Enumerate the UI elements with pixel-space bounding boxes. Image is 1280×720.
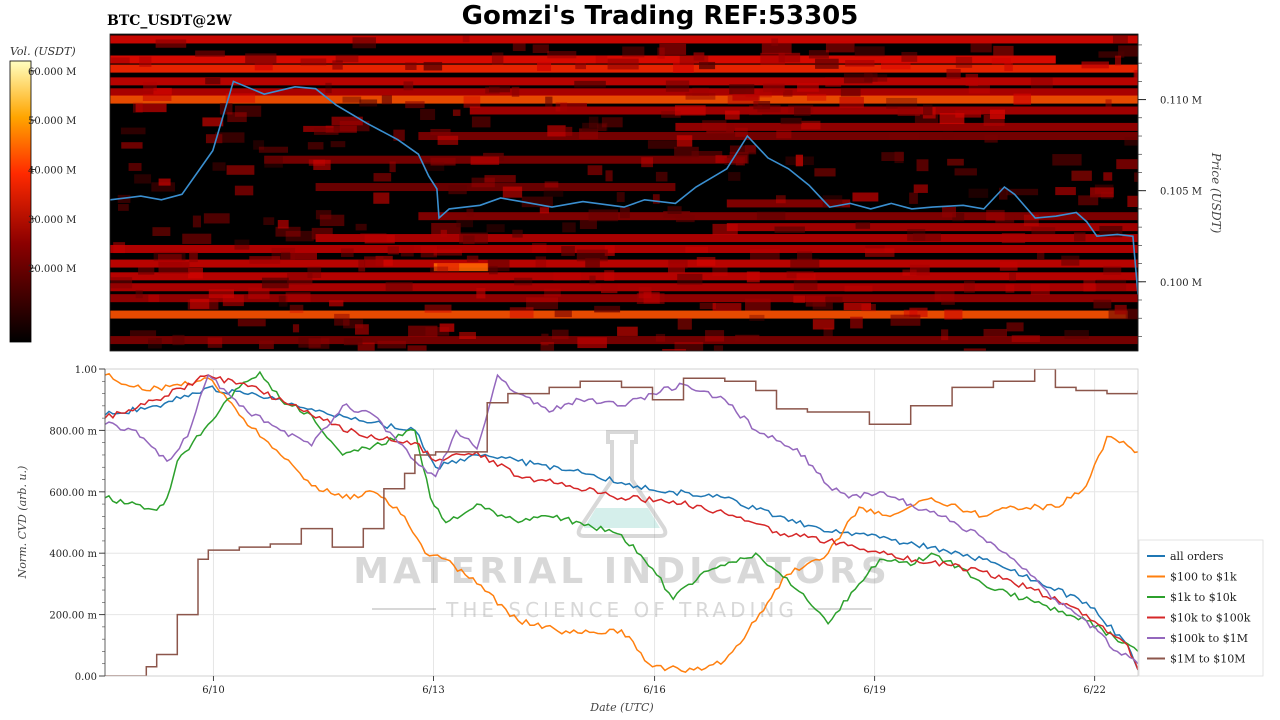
colorbar-tick-label: 50.000 M xyxy=(28,116,76,127)
cvd-series-line xyxy=(105,372,1138,674)
cvd-lines xyxy=(105,369,1138,676)
liquidity-wall xyxy=(110,310,1128,319)
watermark-title: MATERIAL INDICATORS xyxy=(353,551,891,592)
cvd-plot-area xyxy=(105,369,1138,676)
liquidity-wall xyxy=(110,283,1138,292)
price-tick-label: 0.105 M xyxy=(1160,187,1202,198)
liquidity-wall xyxy=(433,263,489,272)
cvd-y-tick-label: 1.00 xyxy=(75,365,97,376)
liquidity-wall xyxy=(418,132,1138,141)
cvd-x-tick-label: 6/19 xyxy=(863,685,885,696)
price-line xyxy=(110,80,1138,295)
liquidity-wall xyxy=(418,212,1138,221)
cvd-y-tick-label: 0.00 xyxy=(75,672,97,683)
liquidity-wall xyxy=(110,294,1138,303)
colorbar-tick-label: 60.000 M xyxy=(28,67,76,78)
price-axis-label: Price (USDT) xyxy=(1209,152,1223,234)
price-tick-label: 0.100 M xyxy=(1160,278,1202,289)
legend-label: $1k to $10k xyxy=(1170,591,1237,604)
colorbar-label: Vol. (USDT) xyxy=(10,45,76,58)
liquidity-wall xyxy=(726,199,851,208)
symbol-label: BTC_USDT@2W xyxy=(107,13,232,29)
cvd-x-tick-label: 6/16 xyxy=(643,685,665,696)
price-axis: 0.110 M 0.105 M 0.100 M xyxy=(1137,34,1202,351)
liquidity-wall xyxy=(110,77,1138,86)
cvd-series-line xyxy=(105,374,1138,671)
liquidity-wall xyxy=(110,35,1138,44)
cvd-x-axis-label: Date (UTC) xyxy=(589,701,653,714)
colorbar-tick-label: 20.000 M xyxy=(28,264,76,275)
colorbar xyxy=(9,60,32,343)
liquidity-wall xyxy=(110,259,1138,268)
cvd-series-line xyxy=(105,370,1138,652)
cvd-y-tick-label: 400.00 m xyxy=(49,549,97,560)
liquidity-wall xyxy=(315,183,676,192)
liquidity-wall xyxy=(110,336,1138,345)
heatmap-speckle xyxy=(110,35,1138,351)
cvd-series-line xyxy=(105,373,1138,665)
price-tick-label: 0.110 M xyxy=(1160,96,1202,107)
cvd-x-axis: 6/10 6/13 6/16 6/19 6/22 xyxy=(202,676,1106,696)
cvd-x-tick-label: 6/13 xyxy=(422,685,444,696)
cvd-x-tick-label: 6/22 xyxy=(1083,685,1105,696)
legend-box xyxy=(1138,539,1264,677)
chart-title: Gomzi's Trading REF:53305 xyxy=(462,1,859,31)
cvd-y-tick-label: 800.00 m xyxy=(49,426,97,437)
cvd-y-axis: 0.00 200.00 m 400.00 m 600.00 m 800.00 m 1.00 xyxy=(49,365,106,683)
legend-label: all orders xyxy=(1170,550,1224,563)
cvd-x-tick-label: 6/10 xyxy=(202,685,224,696)
flask-icon xyxy=(576,430,668,538)
flask-liquid-icon xyxy=(584,508,660,528)
colorbar-ticks: 60.000 M 50.000 M 40.000 M 30.000 M 20.000 M xyxy=(28,67,76,275)
legend-label: $100k to $1M xyxy=(1170,632,1248,645)
liquidity-wall xyxy=(110,55,1056,64)
legend-label: $10k to $100k xyxy=(1170,612,1251,625)
colorbar-tick-label: 30.000 M xyxy=(28,215,76,226)
cvd-y-tick-label: 600.00 m xyxy=(49,488,97,499)
colorbar-tick-label: 40.000 M xyxy=(28,165,76,176)
cvd-series-line xyxy=(105,369,1138,676)
cvd-y-axis-label: Norm. CVD (arb. u.) xyxy=(16,466,29,580)
liquidity-wall xyxy=(110,95,1138,104)
liquidity-wall xyxy=(110,244,1138,253)
liquidity-wall xyxy=(726,223,1138,232)
liquidity-wall xyxy=(110,88,1138,97)
legend: all orders $100 to $1k $1k to $10k $10k to … xyxy=(1138,539,1264,677)
liquidity-wall xyxy=(110,272,1138,281)
liquidity-wall xyxy=(315,234,1138,243)
watermark-subtitle: THE SCIENCE OF TRADING xyxy=(445,598,798,622)
liquidity-wall xyxy=(675,122,1138,131)
legend-label: $1M to $10M xyxy=(1170,653,1246,666)
cvd-y-tick-label: 200.00 m xyxy=(49,611,97,622)
legend-label: $100 to $1k xyxy=(1170,571,1237,584)
